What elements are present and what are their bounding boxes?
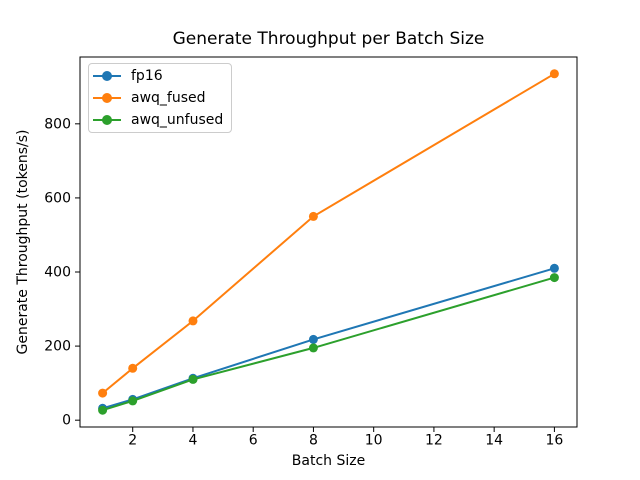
y-tick-label: 0	[62, 413, 71, 429]
legend-label: awq_unfused	[131, 112, 224, 128]
x-tick-label: 16	[545, 433, 563, 449]
line-marker-icon	[93, 71, 121, 81]
data-point-awq_unfused	[308, 343, 318, 353]
y-axis-label: Generate Throughput (tokens/s)	[15, 129, 31, 355]
data-point-fp16	[308, 334, 318, 344]
legend-label: fp16	[131, 68, 163, 84]
x-tick-label: 14	[485, 433, 503, 449]
x-tick-label: 12	[425, 433, 443, 449]
legend-item-fp16: fp16	[93, 65, 223, 87]
y-tick-label: 200	[44, 339, 71, 355]
legend: fp16 awq_fused awq_unfused	[88, 63, 232, 133]
y-tick-label: 400	[44, 265, 71, 281]
y-tick-label: 600	[44, 190, 71, 206]
line-marker-icon	[93, 93, 121, 103]
series-line-awq_unfused	[102, 276, 555, 412]
x-tick-label: 10	[365, 433, 383, 449]
line-marker-icon	[93, 115, 121, 125]
data-point-awq_fused	[128, 363, 138, 373]
data-point-awq_fused	[98, 388, 108, 398]
data-point-awq_fused	[549, 69, 559, 79]
axes-border	[79, 56, 578, 428]
x-axis-label: Batch Size	[291, 453, 366, 469]
legend-item-awq-fused: awq_fused	[93, 87, 223, 109]
legend-item-awq-unfused: awq_unfused	[93, 109, 223, 131]
x-tick-label: 6	[249, 433, 258, 449]
data-point-awq_unfused	[98, 405, 108, 415]
data-point-awq_unfused	[188, 374, 198, 384]
x-tick-label: 2	[128, 433, 137, 449]
x-tick-label: 8	[309, 433, 318, 449]
x-tick-label: 4	[188, 433, 197, 449]
data-point-awq_fused	[308, 211, 318, 221]
data-point-fp16	[549, 263, 559, 273]
data-point-awq_fused	[188, 316, 198, 326]
legend-label: awq_fused	[131, 90, 206, 106]
data-point-awq_unfused	[549, 273, 559, 283]
y-tick-label: 800	[44, 116, 71, 132]
data-point-awq_unfused	[128, 396, 138, 406]
chart-title: Generate Throughput per Batch Size	[172, 29, 485, 49]
